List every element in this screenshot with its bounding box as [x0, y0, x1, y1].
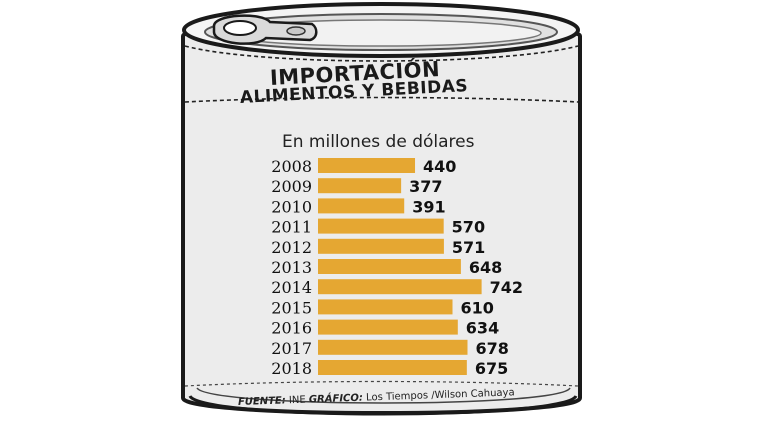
- category-label-2009: 2009: [271, 177, 312, 196]
- value-label-2013: 648: [469, 258, 502, 277]
- bar-2018: [318, 360, 467, 375]
- category-label-2015: 2015: [271, 298, 312, 317]
- value-label-2016: 634: [466, 319, 499, 338]
- category-label-2016: 2016: [271, 319, 312, 338]
- category-label-2008: 2008: [271, 157, 312, 176]
- bar-2017: [318, 339, 468, 355]
- bar-2011: [318, 218, 444, 234]
- category-label-2012: 2012: [271, 238, 312, 257]
- category-label-2011: 2011: [271, 218, 312, 237]
- title-divider-dashed: [184, 96, 579, 103]
- bar-2010: [318, 198, 405, 214]
- category-label-2013: 2013: [271, 258, 312, 277]
- bar-2014: [318, 279, 482, 295]
- can-seam-bottom: [184, 380, 579, 387]
- graphic-label: GRÁFICO:: [308, 392, 364, 406]
- bar-2016: [318, 319, 458, 335]
- can-bottom-rim-inner: [196, 387, 571, 404]
- value-label-2010: 391: [412, 197, 445, 216]
- value-label-2017: 678: [475, 339, 508, 358]
- category-label-2018: 2018: [271, 359, 312, 378]
- value-label-2011: 570: [452, 218, 485, 237]
- value-label-2012: 571: [452, 238, 485, 257]
- chart-bars: [318, 158, 482, 375]
- category-label-2017: 2017: [271, 339, 312, 358]
- bar-2012: [318, 238, 444, 254]
- chart-subtitle: En millones de dólares: [282, 132, 475, 152]
- can-bottom-rim: [188, 394, 578, 416]
- pull-tab-icon: [212, 14, 318, 45]
- bar-2013: [318, 259, 461, 274]
- bar-2008: [318, 158, 416, 173]
- can-seam-top: [184, 45, 579, 62]
- bar-2015: [318, 299, 453, 315]
- category-label-2014: 2014: [271, 278, 312, 297]
- value-label-2015: 610: [461, 298, 494, 317]
- source-value: INE: [288, 394, 306, 407]
- value-label-2008: 440: [423, 157, 456, 176]
- category-label-2010: 2010: [271, 197, 312, 216]
- value-label-2009: 377: [409, 177, 442, 196]
- value-label-2014: 742: [490, 278, 523, 297]
- value-label-2018: 675: [475, 359, 508, 378]
- bar-2009: [318, 178, 402, 194]
- source-label: FUENTE:: [237, 395, 286, 408]
